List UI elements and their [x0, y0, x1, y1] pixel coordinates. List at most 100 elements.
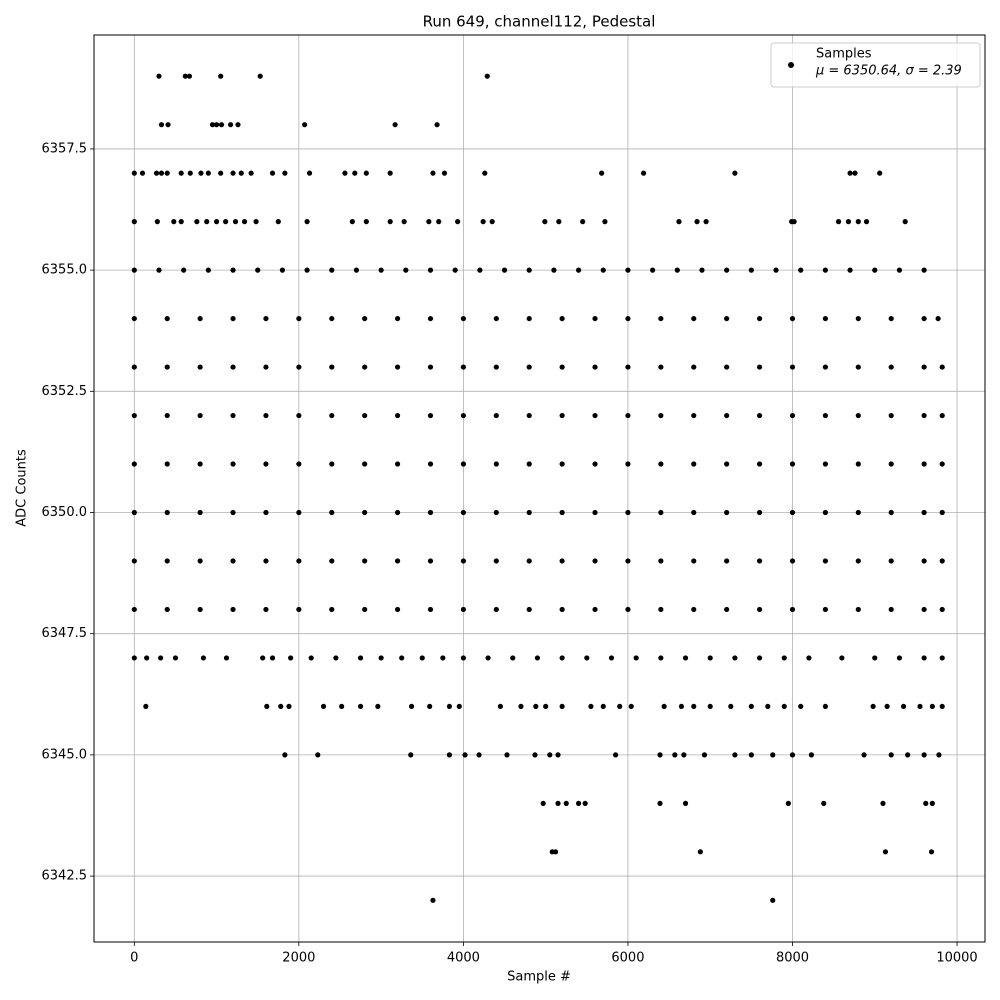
point: [186, 73, 193, 79]
point: [363, 170, 369, 176]
point: [462, 752, 468, 758]
point: [691, 461, 697, 467]
point: [131, 509, 137, 516]
point: [213, 219, 220, 225]
point: [575, 267, 582, 273]
point: [304, 219, 310, 225]
point: [555, 752, 561, 758]
point: [559, 655, 565, 661]
point: [701, 752, 708, 758]
point: [197, 315, 203, 322]
point: [230, 412, 236, 419]
point: [678, 703, 685, 710]
point: [205, 170, 211, 176]
point: [493, 509, 499, 516]
point: [164, 412, 170, 419]
point: [939, 606, 945, 613]
point: [394, 461, 401, 467]
point: [921, 558, 927, 564]
point: [543, 703, 549, 710]
point: [460, 558, 466, 564]
x-tick-label: 4000: [447, 951, 480, 966]
y-tick-label: 6345.0: [42, 747, 88, 762]
point: [592, 461, 598, 467]
point: [855, 606, 861, 613]
point: [756, 509, 763, 516]
point: [855, 509, 861, 516]
point: [839, 655, 845, 661]
point: [288, 655, 294, 661]
point: [427, 315, 434, 322]
point: [501, 267, 508, 273]
point: [197, 606, 203, 613]
point: [855, 461, 861, 467]
point: [263, 315, 269, 322]
point: [633, 655, 639, 661]
point: [131, 315, 137, 322]
point: [329, 364, 335, 370]
point: [724, 461, 730, 467]
point: [296, 461, 302, 467]
point: [436, 219, 442, 225]
point: [882, 849, 889, 855]
point: [917, 703, 923, 710]
point: [691, 606, 697, 613]
point: [785, 800, 791, 806]
point: [172, 655, 179, 661]
point: [329, 606, 335, 613]
point: [732, 752, 738, 758]
point: [936, 752, 942, 758]
point: [888, 606, 894, 613]
point: [658, 558, 664, 564]
point: [592, 412, 598, 419]
point: [131, 606, 137, 613]
point: [896, 267, 903, 273]
point: [628, 703, 634, 710]
point: [518, 703, 524, 710]
point: [408, 752, 414, 758]
point: [798, 703, 804, 710]
point: [362, 461, 368, 467]
point: [477, 267, 483, 273]
point: [921, 606, 927, 613]
point: [592, 315, 598, 322]
point: [855, 558, 861, 564]
point: [131, 267, 137, 273]
point: [724, 558, 730, 564]
point: [362, 606, 368, 613]
point: [460, 509, 466, 516]
point: [921, 267, 927, 273]
point: [625, 412, 631, 419]
point: [197, 509, 203, 516]
point: [789, 315, 796, 322]
point: [888, 364, 894, 370]
point: [822, 267, 828, 273]
point: [703, 219, 709, 225]
point: [315, 752, 321, 758]
point: [158, 170, 165, 176]
point: [681, 752, 687, 758]
point: [153, 170, 160, 176]
point: [493, 606, 499, 613]
point: [460, 364, 466, 370]
point: [375, 703, 381, 710]
point: [144, 655, 150, 661]
point: [296, 412, 302, 419]
point: [880, 800, 886, 806]
point: [194, 219, 200, 225]
x-tick-label: 8000: [776, 951, 809, 966]
point: [822, 412, 828, 419]
point: [526, 606, 532, 613]
point: [440, 655, 446, 661]
point: [329, 509, 335, 516]
point: [131, 170, 137, 176]
point: [821, 800, 827, 806]
point: [658, 412, 664, 419]
point: [427, 703, 433, 710]
point: [658, 655, 664, 661]
point: [756, 461, 763, 467]
point: [526, 509, 532, 516]
point: [131, 364, 137, 370]
point: [493, 364, 499, 370]
point: [426, 219, 432, 225]
